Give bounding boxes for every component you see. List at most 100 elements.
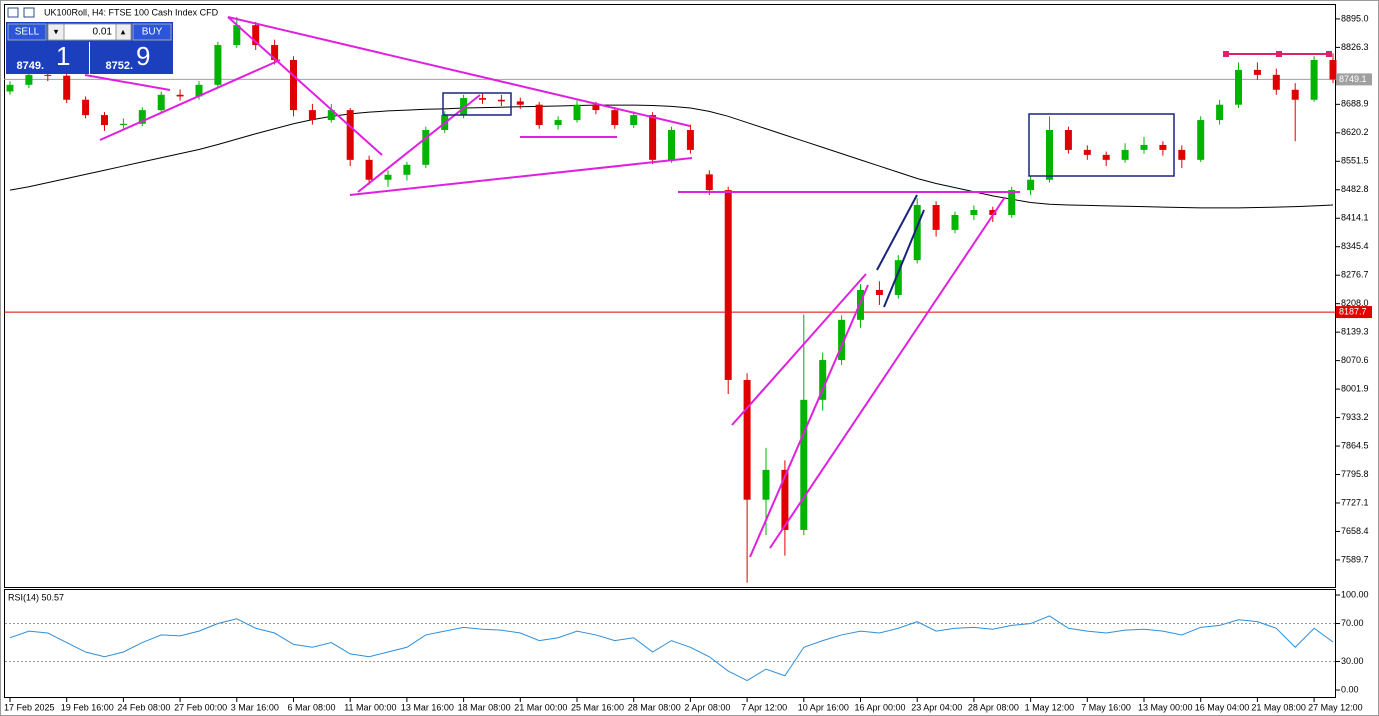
candle-body [1046, 130, 1053, 180]
candle-body [970, 209, 978, 215]
rsi-title: RSI(14) 50.57 [8, 592, 64, 602]
candle-body [1178, 149, 1186, 160]
candle-body [214, 45, 222, 85]
candle-body [894, 260, 902, 295]
candle-body [497, 99, 505, 102]
candle-body [649, 115, 657, 160]
candle-body [781, 469, 789, 530]
x-tick-label: 21 Mar 00:00 [514, 702, 567, 712]
candle-body [25, 74, 33, 85]
candle-body [119, 123, 127, 126]
x-tick-label: 27 May 12:00 [1308, 702, 1363, 712]
x-tick-label: 27 Feb 00:00 [174, 702, 227, 712]
candle-body [479, 98, 486, 100]
candle-body [1197, 120, 1205, 160]
x-tick-label: 13 May 00:00 [1138, 702, 1193, 712]
trade-panel: SELL ▾ 0.01 ▴ BUY 8749. 1 8752. 9 [6, 22, 173, 74]
ask-small: 8752. [105, 60, 133, 72]
candle-body [724, 190, 732, 380]
candle-body [1008, 190, 1016, 215]
x-tick-label: 16 Apr 00:00 [855, 702, 906, 712]
sell-label: SELL [15, 27, 40, 38]
x-tick-label: 23 Apr 04:00 [911, 702, 962, 712]
y-tick-label: 7658.4 [1341, 526, 1369, 536]
y-tick-label: 8001.9 [1341, 383, 1369, 393]
y-tick-label: 8208.0 [1341, 298, 1369, 308]
handle [1276, 51, 1282, 57]
candle-body [44, 74, 52, 76]
candle-body [1235, 69, 1242, 105]
buy-label: BUY [142, 27, 163, 38]
moving-average [9, 104, 1334, 209]
y-tick-label: 70.00 [1341, 618, 1364, 628]
arrow: ▴ [121, 26, 126, 36]
price-pane [4, 4, 1336, 588]
candle-body [384, 174, 392, 180]
y-tick-label: 100.00 [1341, 589, 1369, 599]
x-tick-label: 7 May 16:00 [1081, 702, 1131, 712]
buy-button[interactable] [132, 23, 172, 41]
candle-body [611, 110, 619, 126]
candle-body [138, 110, 146, 124]
candle-body [705, 174, 713, 191]
candle-body [592, 104, 600, 111]
candle-body [1310, 59, 1318, 100]
candle-body [101, 115, 108, 126]
range-box [1028, 113, 1175, 177]
trendline [749, 284, 869, 558]
y-tick-label: 0.00 [1341, 684, 1359, 694]
x-tick-label: 11 Mar 00:00 [344, 702, 396, 712]
trendline [84, 74, 171, 91]
candle-body [535, 104, 543, 126]
trendline [731, 273, 867, 426]
candle-body [800, 399, 808, 530]
arrow: ▾ [54, 26, 59, 36]
candle-body [460, 98, 468, 116]
y-tick-label: 8139.3 [1341, 327, 1369, 337]
candle-body [1159, 144, 1167, 150]
candle-body [1140, 144, 1148, 150]
x-tick-label: 2 Apr 08:00 [684, 702, 730, 712]
candle-body [233, 25, 241, 46]
x-tick-label: 24 Feb 08:00 [117, 702, 170, 712]
y-tick-label: 30.00 [1341, 656, 1364, 666]
x-tick-label: 21 May 08:00 [1251, 702, 1306, 712]
candle-body [252, 25, 260, 46]
candle-body [743, 379, 751, 500]
candle-body [82, 99, 90, 116]
icon [7, 7, 19, 18]
y-tick-label: 7864.5 [1341, 440, 1369, 450]
volume-up[interactable] [115, 23, 132, 41]
channel-line [876, 194, 918, 271]
y-tick-label: 8551.5 [1341, 156, 1369, 166]
candle-body [573, 104, 581, 121]
y-tick-label: 7727.1 [1341, 497, 1369, 507]
sell-button[interactable] [7, 23, 47, 41]
candle-body [989, 209, 997, 215]
candle-body [1083, 149, 1091, 155]
x-tick-label: 10 Apr 16:00 [798, 702, 849, 712]
candle-body [271, 45, 279, 60]
x-tick-label: 28 Mar 08:00 [628, 702, 681, 712]
candle-body [668, 130, 675, 160]
candle-body [63, 75, 71, 100]
candle-body [932, 205, 940, 230]
x-tick-label: 7 Apr 12:00 [741, 702, 787, 712]
x-tick-label: 19 Feb 16:00 [61, 702, 114, 712]
x-tick-label: 17 Feb 2025 [4, 702, 55, 712]
icon [23, 7, 35, 18]
x-tick-label: 25 Mar 16:00 [571, 702, 624, 712]
candle-body [422, 130, 430, 165]
trendline [769, 196, 1006, 549]
chart-title: UK100Roll, H4: FTSE 100 Cash Index CFD [44, 7, 219, 17]
candle-body [819, 360, 827, 400]
price-label: 8187.7 [1339, 306, 1367, 316]
y-tick-label: 8482.8 [1341, 184, 1369, 194]
candle-body [516, 101, 524, 105]
range-box [442, 92, 512, 116]
y-tick-label: 7589.7 [1341, 554, 1369, 564]
candle-body [403, 164, 411, 175]
